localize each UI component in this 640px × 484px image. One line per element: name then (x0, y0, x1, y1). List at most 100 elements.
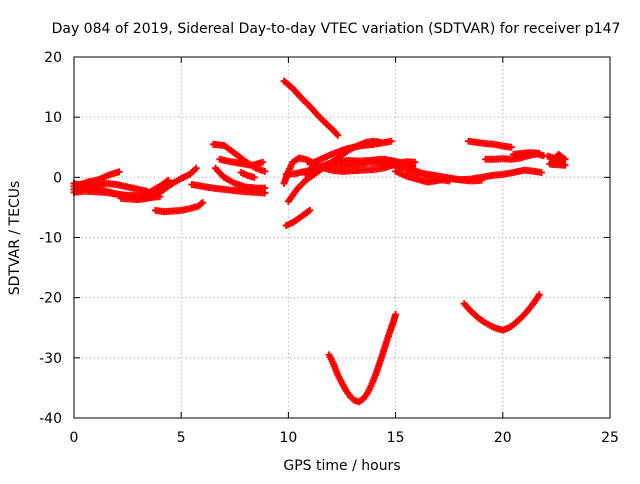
data-point (561, 155, 569, 163)
data-point (104, 171, 114, 179)
x-tick-label: 5 (177, 430, 186, 446)
data-point (297, 211, 308, 221)
y-tick-label: 0 (53, 170, 62, 186)
chart-title: Day 084 of 2019, Sidereal Day-to-day VTE… (52, 21, 621, 37)
data-point (286, 187, 300, 203)
data-point (361, 391, 370, 401)
data-point (136, 186, 149, 195)
data-point (348, 394, 357, 403)
x-tick-label: 25 (601, 430, 619, 446)
data-point (535, 291, 543, 299)
data-point (325, 122, 336, 133)
data-points (70, 77, 569, 406)
data-point (383, 138, 393, 146)
data-point (462, 301, 473, 313)
data-point (537, 169, 545, 177)
data-point (445, 177, 453, 185)
data-point (306, 206, 314, 214)
data-point (475, 139, 488, 147)
data-point (162, 207, 174, 215)
data-point (533, 168, 543, 176)
data-point (477, 176, 485, 184)
data-point (512, 150, 524, 158)
data-point (482, 319, 492, 328)
plot-frame (73, 56, 611, 419)
x-axis-label: GPS time / hours (283, 458, 400, 474)
y-tick-label: -10 (39, 231, 62, 247)
data-point (316, 114, 329, 127)
y-axis-label: SDTVAR / TECUs (7, 181, 23, 296)
data-point (179, 171, 192, 181)
data-point (136, 195, 149, 203)
data-point (284, 170, 297, 178)
data-point (188, 203, 200, 212)
data-point (520, 149, 533, 157)
data-point (115, 168, 123, 176)
data-point (501, 325, 511, 333)
data-point (153, 187, 166, 198)
data-point (331, 128, 340, 138)
x-tick-label: 10 (279, 430, 297, 446)
data-point (344, 389, 353, 399)
x-tick-label: 0 (70, 430, 79, 446)
y-tick-label: 20 (44, 50, 62, 66)
data-point (111, 169, 121, 177)
data-point (145, 192, 157, 202)
data-point (98, 173, 108, 182)
y-tick-label: -30 (39, 351, 62, 367)
data-point (556, 152, 567, 162)
data-point (387, 137, 395, 145)
data-point (192, 164, 200, 172)
data-point (261, 184, 269, 192)
data-point (492, 141, 505, 150)
data-point (365, 382, 375, 394)
data-point (357, 396, 366, 405)
data-point (246, 172, 256, 181)
data-point (199, 199, 207, 207)
data-point (518, 152, 530, 161)
data-point (239, 170, 250, 179)
data-point (290, 155, 302, 165)
data-point (295, 178, 308, 192)
data-point (501, 155, 513, 163)
data-point (171, 176, 183, 186)
data-point (529, 149, 541, 157)
y-tick-label: -40 (39, 411, 62, 427)
data-point (254, 189, 267, 197)
data-point (303, 207, 312, 216)
data-point (513, 314, 524, 325)
data-point (475, 314, 486, 325)
data-point (91, 176, 102, 184)
data-point (303, 172, 316, 183)
y-tick-label: 10 (44, 110, 62, 126)
data-point (335, 373, 345, 385)
data-point (290, 215, 302, 225)
data-point (334, 131, 342, 139)
data-point (488, 322, 498, 331)
data-point (222, 143, 237, 156)
data-point (510, 154, 522, 163)
data-point (119, 195, 132, 203)
data-point (468, 308, 479, 319)
data-point (495, 325, 505, 334)
data-point (187, 166, 199, 177)
data-point (164, 176, 172, 184)
data-point (526, 299, 538, 312)
data-point (297, 154, 307, 163)
grid-lines (74, 57, 610, 418)
tick-labels: 0 5 10 15 20 25 -40 -30 -20 -10 0 10 20 (39, 50, 619, 446)
data-point (484, 155, 496, 163)
data-point (282, 79, 295, 91)
data-point (507, 143, 515, 151)
data-point (339, 381, 349, 393)
data-point (213, 166, 226, 180)
data-point (284, 219, 295, 228)
data-point (254, 184, 267, 192)
data-point (261, 167, 269, 175)
data-point (546, 153, 556, 161)
data-point (501, 142, 513, 151)
data-point (250, 173, 258, 181)
data-point (254, 165, 267, 175)
data-point (157, 178, 171, 189)
